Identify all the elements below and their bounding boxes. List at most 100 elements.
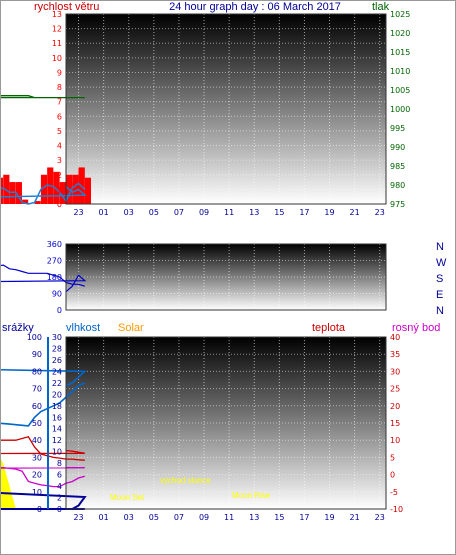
x-tick-label: 03: [124, 208, 134, 217]
humidity-y-tick-label: 26: [52, 356, 62, 365]
x-tick-label: 09: [199, 208, 209, 217]
x-tick-label: 05: [149, 208, 159, 217]
direction-y-tick-label: 270: [47, 257, 62, 266]
temperature-y-tick-label: 25: [390, 385, 400, 394]
rain-y-tick-label: 70: [32, 385, 42, 394]
pressure-y-tick-label: 990: [390, 143, 405, 152]
humidity-y-tick-label: 12: [52, 436, 62, 445]
x-tick-label: 09: [199, 513, 209, 522]
wind-gust-bar: [34, 201, 41, 204]
panel-frame: [65, 336, 387, 510]
panel-frame: [65, 13, 387, 205]
rain-y-tick-label: 100: [27, 333, 42, 342]
temperature-y-tick-label: 35: [390, 350, 400, 359]
rain-y-tick-label: 0: [37, 505, 42, 514]
humidity-y-tick-label: 0: [57, 505, 62, 514]
panel-frame: [65, 243, 387, 311]
temperature-y-tick-label: -5: [390, 488, 398, 497]
humidity-y-tick-label: 16: [52, 413, 62, 422]
x-tick-label: 11: [224, 208, 234, 217]
wind-average-line: [0, 182, 87, 205]
x-tick-label: 13: [249, 208, 259, 217]
wind-y-tick-label: 2: [57, 171, 62, 180]
wind-y-tick-label: 4: [57, 142, 62, 151]
wind-y-tick-label: 8: [57, 83, 62, 92]
wind-panel-bg: [66, 14, 386, 204]
x-tick-label: 19: [324, 513, 334, 522]
compass-n-top: N: [436, 241, 444, 253]
x-tick-label: 01: [99, 208, 109, 217]
rain-label: srážky: [2, 322, 34, 334]
pressure-y-tick-label: 980: [390, 181, 405, 190]
humidity-y-tick-label: 28: [52, 344, 62, 353]
temperature-y-tick-label: -10: [390, 505, 403, 514]
wind-y-tick-label: 12: [52, 25, 62, 34]
wind-y-tick-label: 3: [57, 156, 62, 165]
humidity-label: vlhkost: [66, 322, 100, 334]
pressure-y-tick-label: 1020: [390, 29, 410, 38]
wind-gust-bar: [59, 182, 66, 204]
wind-speed-label: rychlost větru: [34, 1, 99, 13]
x-tick-label: 21: [350, 208, 360, 217]
wind-gust-bar: [72, 174, 79, 204]
pressure-line: [0, 95, 85, 99]
temperature-y-tick-label: 10: [390, 436, 400, 445]
x-tick-label: 23: [375, 208, 385, 217]
x-tick-label: 21: [350, 513, 360, 522]
wind-gust-bar: [15, 182, 22, 204]
x-tick-label: 01: [99, 513, 109, 522]
x-tick-label: 07: [174, 513, 184, 522]
compass-e: E: [436, 289, 443, 301]
annotation-sunrise: východ slunce: [160, 476, 211, 485]
temperature-y-tick-label: 40: [390, 333, 400, 342]
compass-w: W: [436, 257, 447, 269]
temperature-y-tick-label: 0: [390, 471, 395, 480]
solar-label: Solar: [118, 322, 144, 334]
pressure-y-tick-label: 1010: [390, 67, 410, 76]
rain-line: [0, 492, 87, 510]
rain-y-tick-label: 90: [32, 350, 42, 359]
chart-title: 24 hour graph day : 06 March 2017: [169, 1, 341, 13]
x-tick-label: 15: [274, 513, 284, 522]
compass-s: S: [436, 273, 443, 285]
dewpoint-label: rosný bod: [392, 322, 440, 334]
annotation-moon-rise: Moon Rise: [232, 491, 271, 500]
rain-y-tick-label: 50: [32, 419, 42, 428]
x-tick-label: 07: [174, 208, 184, 217]
temperature-line: [0, 436, 85, 461]
humidity-y-tick-label: 30: [52, 333, 62, 342]
temperature-label: teplota: [312, 322, 346, 334]
pressure-label: tlak: [372, 1, 390, 13]
wind-gust-bar: [53, 171, 60, 204]
wind-y-tick-label: 7: [57, 98, 62, 107]
dewpoint-line: [0, 467, 85, 488]
temperature-y-tick-label: 15: [390, 419, 400, 428]
wind-gust-bar: [22, 199, 29, 204]
pressure-y-tick-label: 1000: [390, 105, 410, 114]
rain-y-tick-label: 60: [32, 402, 42, 411]
wind-gust-bar: [84, 177, 91, 204]
x-tick-label: 23: [375, 513, 385, 522]
wind-y-tick-label: 9: [57, 68, 62, 77]
humidity-y-tick-label: 24: [52, 367, 62, 376]
direction-y-tick-label: 90: [52, 290, 62, 299]
humidity-y-tick-label: 2: [57, 494, 62, 503]
rain-y-tick-label: 20: [32, 471, 42, 480]
x-tick-label: 17: [299, 208, 309, 217]
rain-y-tick-label: 30: [32, 453, 42, 462]
rain-y-tick-label: 40: [32, 436, 42, 445]
wind-direction-line: [0, 264, 87, 293]
temperature-y-tick-label: 30: [390, 367, 400, 376]
wind-y-tick-label: 6: [57, 112, 62, 121]
pressure-y-tick-label: 1025: [390, 10, 410, 19]
wind-gust-bar: [0, 177, 4, 204]
pressure-y-tick-label: 995: [390, 124, 405, 133]
humidity-y-tick-label: 14: [52, 425, 62, 434]
temperature-y-tick-label: 5: [390, 453, 395, 462]
humidity-y-tick-label: 22: [52, 379, 62, 388]
pressure-y-tick-label: 1015: [390, 48, 410, 57]
wind-gust-bar: [66, 199, 73, 204]
pressure-y-tick-label: 985: [390, 162, 405, 171]
